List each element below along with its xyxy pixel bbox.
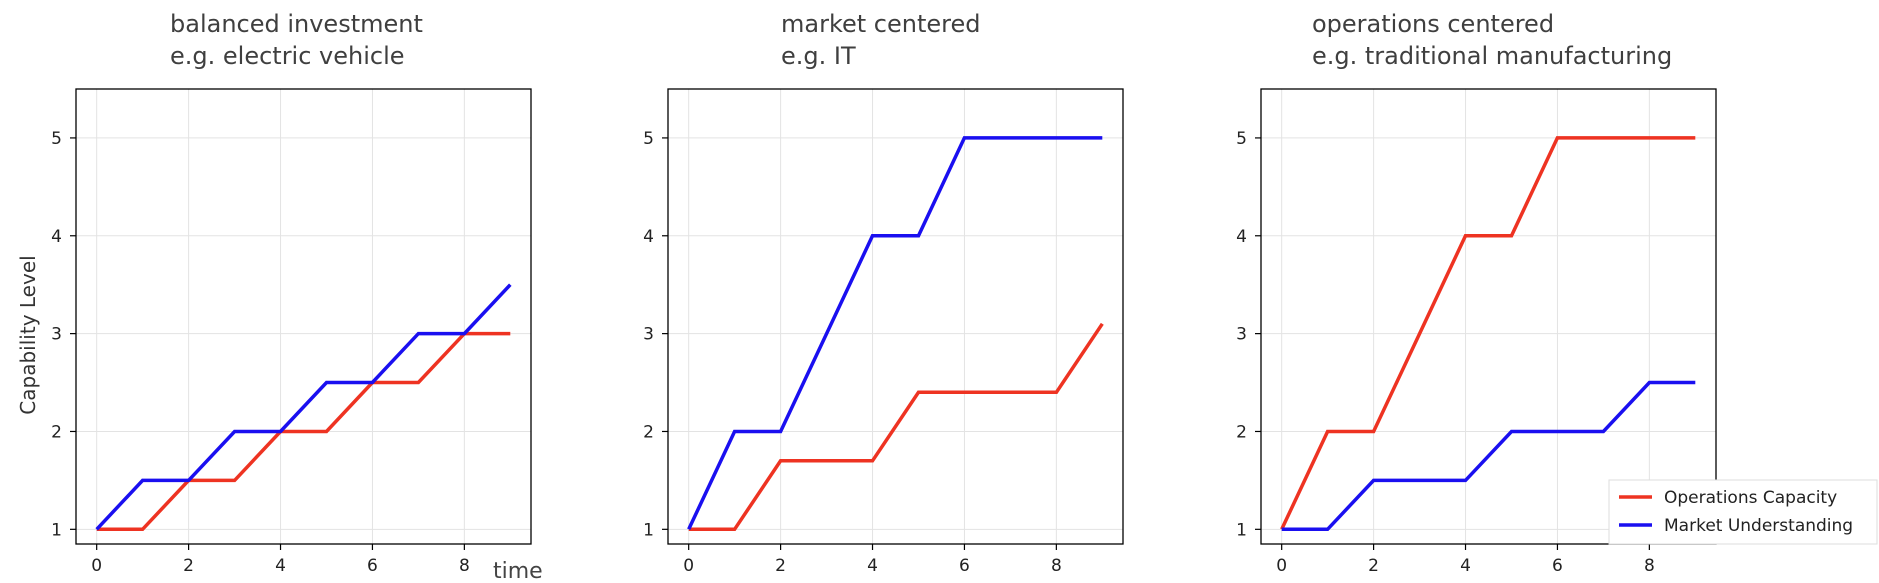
y-tick-label: 5 <box>643 129 654 149</box>
x-tick-label: 2 <box>775 556 786 576</box>
chart-title-line2: e.g. traditional manufacturing <box>1312 42 1672 70</box>
axes-frame <box>1260 88 1717 545</box>
x-tick-label: 0 <box>683 556 694 576</box>
y-tick-label: 2 <box>1236 422 1247 442</box>
series-line-operations-capacity <box>96 331 511 532</box>
x-tick-label: 6 <box>1552 556 1563 576</box>
chart-title-line1: balanced investment <box>170 10 423 38</box>
legend-label-operations: Operations Capacity <box>1664 488 1837 508</box>
plot-area: 1 2 3 4 5 0 2 4 6 8 <box>51 88 532 576</box>
legend-label-market: Market Understanding <box>1664 516 1853 536</box>
y-tick-label: 3 <box>1236 325 1247 345</box>
x-tick-label: 4 <box>1460 556 1471 576</box>
y-tick-label: 4 <box>1236 227 1247 247</box>
x-tick-label: 4 <box>867 556 878 576</box>
y-tick-label: 2 <box>643 422 654 442</box>
x-tick-label: 8 <box>1644 556 1655 576</box>
chart-panel-market-centered: market centered e.g. IT 1 2 3 4 5 0 2 4 6 8 <box>643 10 1124 576</box>
series-line-market-understanding <box>95 283 512 531</box>
y-tick-label: 3 <box>643 325 654 345</box>
series-line-operations-capacity <box>688 322 1104 532</box>
x-tick-label: 8 <box>459 556 470 576</box>
plot-area: 1 2 3 4 5 0 2 4 6 8 <box>643 88 1124 576</box>
series-line-market-understanding <box>687 136 1103 531</box>
y-tick-label: 3 <box>51 325 62 345</box>
y-tick-label: 5 <box>1236 129 1247 149</box>
chart-title-line1: operations centered <box>1312 10 1554 38</box>
y-tick-label: 4 <box>643 227 654 247</box>
series-line-operations-capacity <box>1280 136 1696 531</box>
x-tick-label: 0 <box>1276 556 1287 576</box>
y-tick-label: 5 <box>51 129 62 149</box>
chart-title-line2: e.g. IT <box>781 42 856 70</box>
x-tick-label: 2 <box>1368 556 1379 576</box>
y-tick-label: 1 <box>51 520 62 540</box>
legend-box <box>1608 479 1878 545</box>
x-tick-label: 6 <box>959 556 970 576</box>
series-line-market-understanding <box>1281 380 1696 532</box>
chart-panel-balanced: balanced investment e.g. electric vehicl… <box>16 10 543 583</box>
axes-frame <box>75 88 532 545</box>
x-tick-label: 0 <box>91 556 102 576</box>
y-tick-label: 1 <box>1236 520 1247 540</box>
x-tick-label: 4 <box>275 556 286 576</box>
y-axis-label: Capability Level <box>16 255 40 414</box>
legend: Operations Capacity Market Understanding <box>1608 479 1878 545</box>
y-tick-label: 1 <box>643 520 654 540</box>
chart-title-line1: market centered <box>781 10 981 38</box>
axes-frame <box>667 88 1124 545</box>
x-tick-label: 8 <box>1051 556 1062 576</box>
x-tick-label: 6 <box>367 556 378 576</box>
x-axis-label: time <box>493 559 543 583</box>
y-tick-label: 4 <box>51 227 62 247</box>
x-tick-label: 2 <box>183 556 194 576</box>
y-tick-label: 2 <box>51 422 62 442</box>
chart-panel-operations-centered: operations centered e.g. traditional man… <box>1236 10 1717 576</box>
plot-area: 1 2 3 4 5 0 2 4 6 8 <box>1236 88 1717 576</box>
chart-title-line2: e.g. electric vehicle <box>170 42 405 70</box>
